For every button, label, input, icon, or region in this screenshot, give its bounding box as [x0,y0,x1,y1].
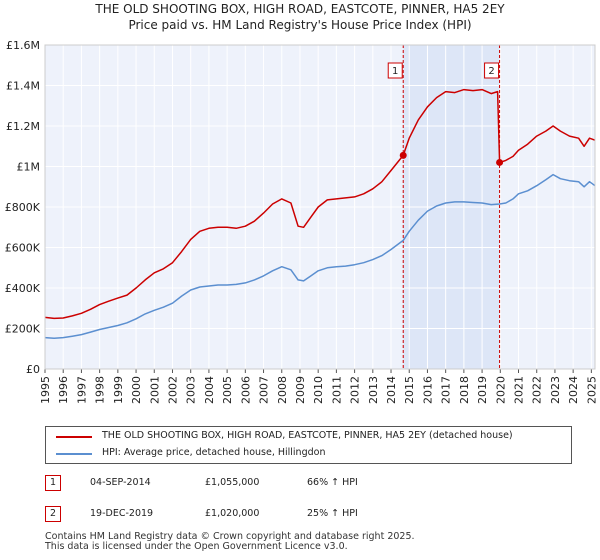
sale-marker-label: 2 [488,66,494,77]
x-tick-label: 2001 [148,376,161,404]
x-tick-label: 1995 [39,376,52,404]
chart-title: THE OLD SHOOTING BOX, HIGH ROAD, EASTCOT… [95,2,505,16]
y-tick-label: £1.6M [6,39,40,52]
legend-label-hpi: HPI: Average price, detached house, Hill… [102,447,326,458]
x-tick-label: 2025 [585,376,598,404]
y-tick-label: £1.4M [6,80,40,93]
sale-marker-label: 1 [392,66,398,77]
y-tick-label: £1M [17,161,41,174]
x-tick-label: 1997 [75,376,88,404]
transaction-date: 04-SEP-2014 [90,477,151,488]
series-line [44,88,596,320]
y-tick-label: £800K [5,201,41,214]
x-tick-label: 2007 [258,376,271,404]
x-tick-label: 2017 [440,376,453,404]
x-tick-label: 1998 [94,376,107,404]
legend-line-hpi [56,453,92,455]
x-tick-label: 2018 [458,376,471,404]
x-tick-label: 2008 [276,376,289,404]
y-tick-label: £200K [5,323,41,336]
x-tick-label: 2010 [312,376,325,404]
x-tick-label: 2009 [294,376,307,404]
transaction-price: £1,055,000 [205,477,260,488]
transaction-badge: 1 [45,475,61,491]
x-tick-label: 2005 [221,376,234,404]
sale-marker-box [484,62,500,79]
transaction-hpi: 66% ↑ HPI [307,477,358,488]
transaction-hpi: 25% ↑ HPI [307,508,358,519]
x-tick-label: 2020 [494,376,507,404]
legend-label-property: THE OLD SHOOTING BOX, HIGH ROAD, EASTCOT… [102,430,513,441]
x-tick-label: 2015 [403,376,416,404]
sale-point [399,151,407,159]
x-tick-label: 2019 [476,376,489,404]
chart-subtitle: Price paid vs. HM Land Registry's House … [128,18,472,32]
x-tick-label: 1996 [57,376,70,404]
plot-border [44,44,596,370]
legend-line-property [56,436,92,438]
x-tick-label: 2021 [513,376,526,404]
y-tick-label: £0 [26,363,40,376]
x-tick-label: 2024 [567,376,580,404]
x-tick-label: 2012 [349,376,362,404]
x-tick-label: 2000 [130,376,143,404]
x-tick-label: 2022 [531,376,544,404]
x-tick-label: 2016 [421,376,434,404]
x-tick-label: 2002 [166,376,179,404]
x-tick-label: 2014 [385,376,398,404]
x-tick-label: 2023 [549,376,562,404]
x-tick-label: 2003 [185,376,198,404]
x-tick-label: 2004 [203,376,216,404]
y-tick-label: £1.2M [6,120,40,133]
x-tick-label: 2006 [239,376,252,404]
y-tick-label: £400K [5,282,41,295]
legend: THE OLD SHOOTING BOX, HIGH ROAD, EASTCOT… [45,426,572,464]
transaction-badge: 2 [45,506,61,522]
sale-point [496,158,504,166]
y-tick-label: £600K [5,242,41,255]
transaction-date: 19-DEC-2019 [90,508,154,519]
footer-copyright: Contains HM Land Registry data © Crown c… [45,531,415,542]
x-tick-label: 1999 [112,376,125,404]
sale-marker-box [387,62,403,79]
series-line [44,173,596,339]
transaction-price: £1,020,000 [205,508,260,519]
footer-licence: This data is licensed under the Open Gov… [45,541,348,552]
x-tick-label: 2013 [367,376,380,404]
footer: Contains HM Land Registry data © Crown c… [45,532,415,552]
x-tick-label: 2011 [330,376,343,404]
price-chart: £0 £200K £400K £600K £800K £1M £1.2M £1.4M £1.6M… [5,39,599,404]
